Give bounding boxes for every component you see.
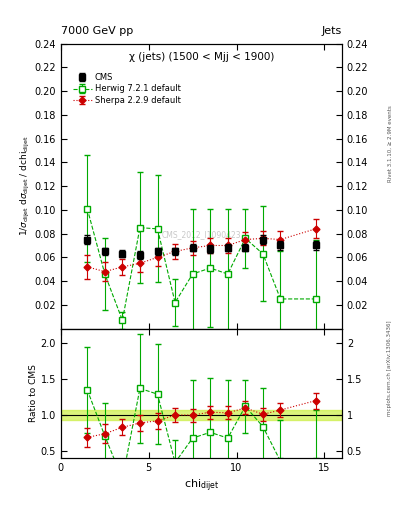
Y-axis label: 1/$\sigma_{\rm dijet}$ d$\sigma_{\rm dijet}$ / dchi$_{\rm dijet}$: 1/$\sigma_{\rm dijet}$ d$\sigma_{\rm dij… <box>18 136 32 237</box>
Text: CMS_2012_I1090423: CMS_2012_I1090423 <box>162 230 241 239</box>
Text: χ (jets) (1500 < Mjj < 1900): χ (jets) (1500 < Mjj < 1900) <box>129 52 274 62</box>
Bar <box>61 410 342 420</box>
X-axis label: chi$_{\rm dijet}$: chi$_{\rm dijet}$ <box>184 477 219 494</box>
Legend: CMS, Herwig 7.2.1 default, Sherpa 2.2.9 default: CMS, Herwig 7.2.1 default, Sherpa 2.2.9 … <box>71 71 183 108</box>
Y-axis label: Ratio to CMS: Ratio to CMS <box>29 365 38 422</box>
Text: Jets: Jets <box>321 26 342 36</box>
Text: mcplots.cern.ch [arXiv:1306.3436]: mcplots.cern.ch [arXiv:1306.3436] <box>387 321 392 416</box>
Text: 7000 GeV pp: 7000 GeV pp <box>61 26 133 36</box>
Text: Rivet 3.1.10, ≥ 2.9M events: Rivet 3.1.10, ≥ 2.9M events <box>387 105 392 182</box>
